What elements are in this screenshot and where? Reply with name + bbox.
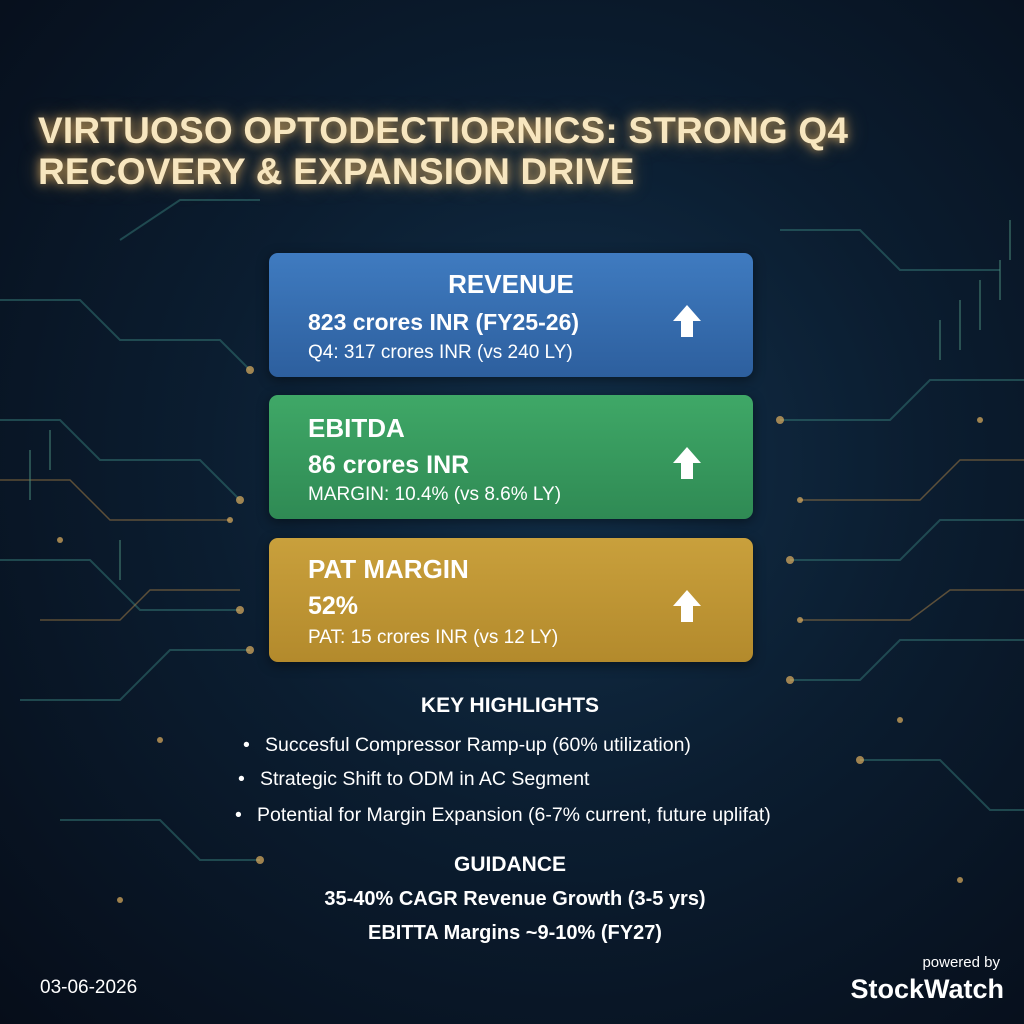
up-arrow-icon bbox=[673, 447, 701, 479]
guidance-line: 35-40% CAGR Revenue Growth (3-5 yrs) bbox=[324, 888, 706, 910]
brand: StockWatch bbox=[850, 974, 1004, 1004]
guidance-line: EBITTA Margins ~9-10% (FY27) bbox=[368, 922, 662, 944]
powered-by: powered by bbox=[922, 954, 1000, 971]
up-arrow-icon bbox=[673, 590, 701, 622]
card-main: 52% bbox=[308, 592, 359, 620]
card-title: PAT MARGIN bbox=[308, 554, 469, 584]
highlight-item: Strategic Shift to ODM in AC Segment bbox=[238, 768, 590, 791]
title-line: VIRTUOSO OPTODECTIORNICS: STRONG Q4 bbox=[38, 110, 849, 151]
card-sub: MARGIN: 10.4% (vs 8.6% LY) bbox=[308, 484, 562, 505]
highlight-item: Potential for Margin Expansion (6-7% cur… bbox=[235, 804, 771, 827]
card-main: 823 crores INR (FY25-26) bbox=[308, 309, 580, 335]
section-title: GUIDANCE bbox=[453, 853, 566, 876]
up-arrow-icon bbox=[673, 305, 701, 337]
pat-card: PAT MARGIN 52% PAT: 15 crores INR (vs 12… bbox=[269, 538, 753, 662]
card-title: EBITDA bbox=[308, 413, 405, 443]
card-sub: PAT: 15 crores INR (vs 12 LY) bbox=[308, 627, 559, 648]
card-sub: Q4: 317 crores INR (vs 240 LY) bbox=[308, 342, 573, 363]
ebitda-card: EBITDA 86 crores INR MARGIN: 10.4% (vs 8… bbox=[269, 395, 753, 519]
highlight-item: Succesful Compressor Ramp-up (60% utiliz… bbox=[243, 734, 691, 757]
date: 03-06-2026 bbox=[40, 977, 138, 998]
section-title: KEY HIGHLIGHTS bbox=[420, 694, 600, 717]
title-line: RECOVERY & EXPANSION DRIVE bbox=[38, 151, 635, 192]
revenue-card: REVENUE 823 crores INR (FY25-26) Q4: 317… bbox=[269, 253, 753, 377]
card-title: REVENUE bbox=[448, 269, 574, 299]
card-main: 86 crores INR bbox=[308, 451, 470, 479]
